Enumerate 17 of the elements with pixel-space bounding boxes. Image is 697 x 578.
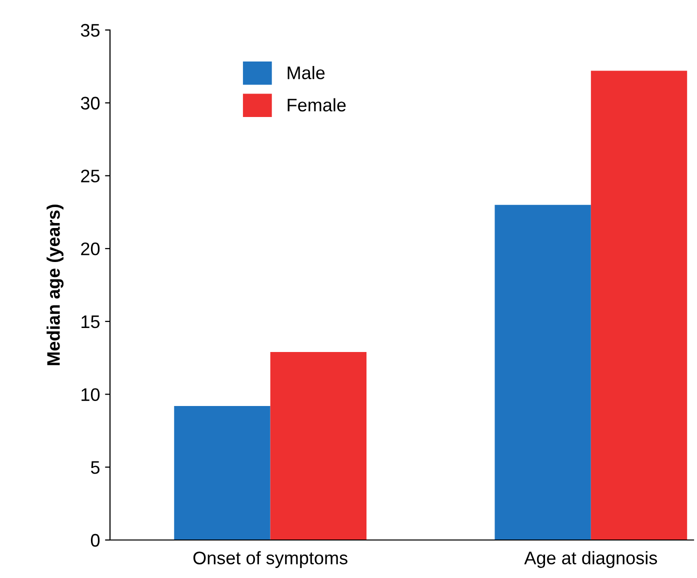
y-tick-label: 15 (82, 316, 100, 328)
bar (494, 204, 591, 540)
bar (590, 70, 688, 540)
y-tick-label: 0 (90, 534, 100, 547)
y-tick-label: 30 (80, 96, 100, 110)
y-tick-label: 25 (81, 170, 100, 182)
y-tick-label: 5 (90, 461, 100, 474)
y-tick-label: 35 (80, 24, 100, 37)
y-tick-label: 20 (81, 242, 100, 256)
bar (174, 406, 270, 540)
legend-label: Female (288, 98, 346, 112)
legend-label: Male (288, 66, 325, 80)
y-axis-title: Median age (years) (46, 204, 64, 366)
bar (270, 352, 366, 540)
x-tick-label: Age at diagnosis (524, 551, 658, 568)
y-tick-label: 10 (82, 388, 100, 402)
x-tick-label: Onset of symptoms (193, 551, 348, 568)
